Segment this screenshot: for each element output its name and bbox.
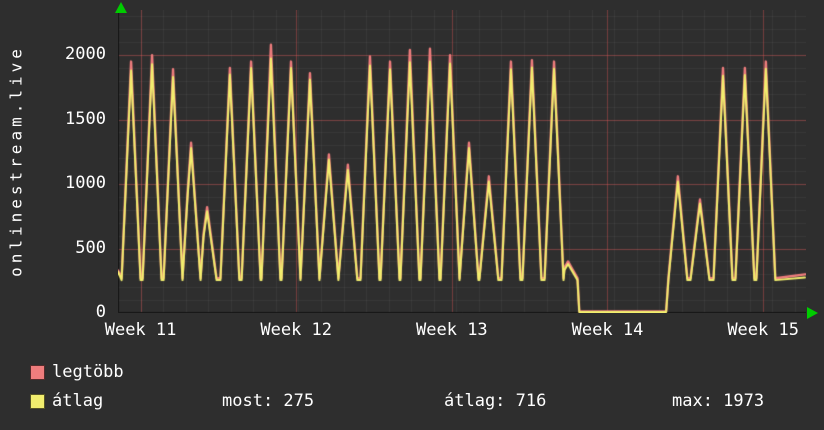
legend-swatch-legtobb [30,365,45,380]
x-tick-label-0: Week 11 [104,320,177,340]
y-tick-label-4: 2000 [65,44,106,65]
legend-label-atlag: átlag [52,391,104,411]
y-tick-label-0: 0 [95,302,106,322]
chart-plot-canvas [118,10,806,313]
legend-swatch-atlag [30,394,45,409]
legend-label-legtobb: legtöbb [52,362,124,382]
stat-max: max: 1973 [672,391,765,411]
y-axis-arrow-up-icon [115,2,127,13]
y-tick-label-3: 1500 [65,108,106,129]
x-tick-label-4: Week 15 [727,320,799,340]
x-tick-label-1: Week 12 [260,320,333,340]
x-axis-arrow-right-icon [807,307,818,319]
stat-most: most: 275 [222,391,315,411]
x-tick-label-2: Week 13 [416,320,488,340]
x-tick-label-3: Week 14 [571,320,644,340]
y-tick-label-2: 1000 [65,173,106,194]
stat-atlag: átlag: 716 [444,391,547,411]
y-tick-label-1: 500 [75,237,106,258]
